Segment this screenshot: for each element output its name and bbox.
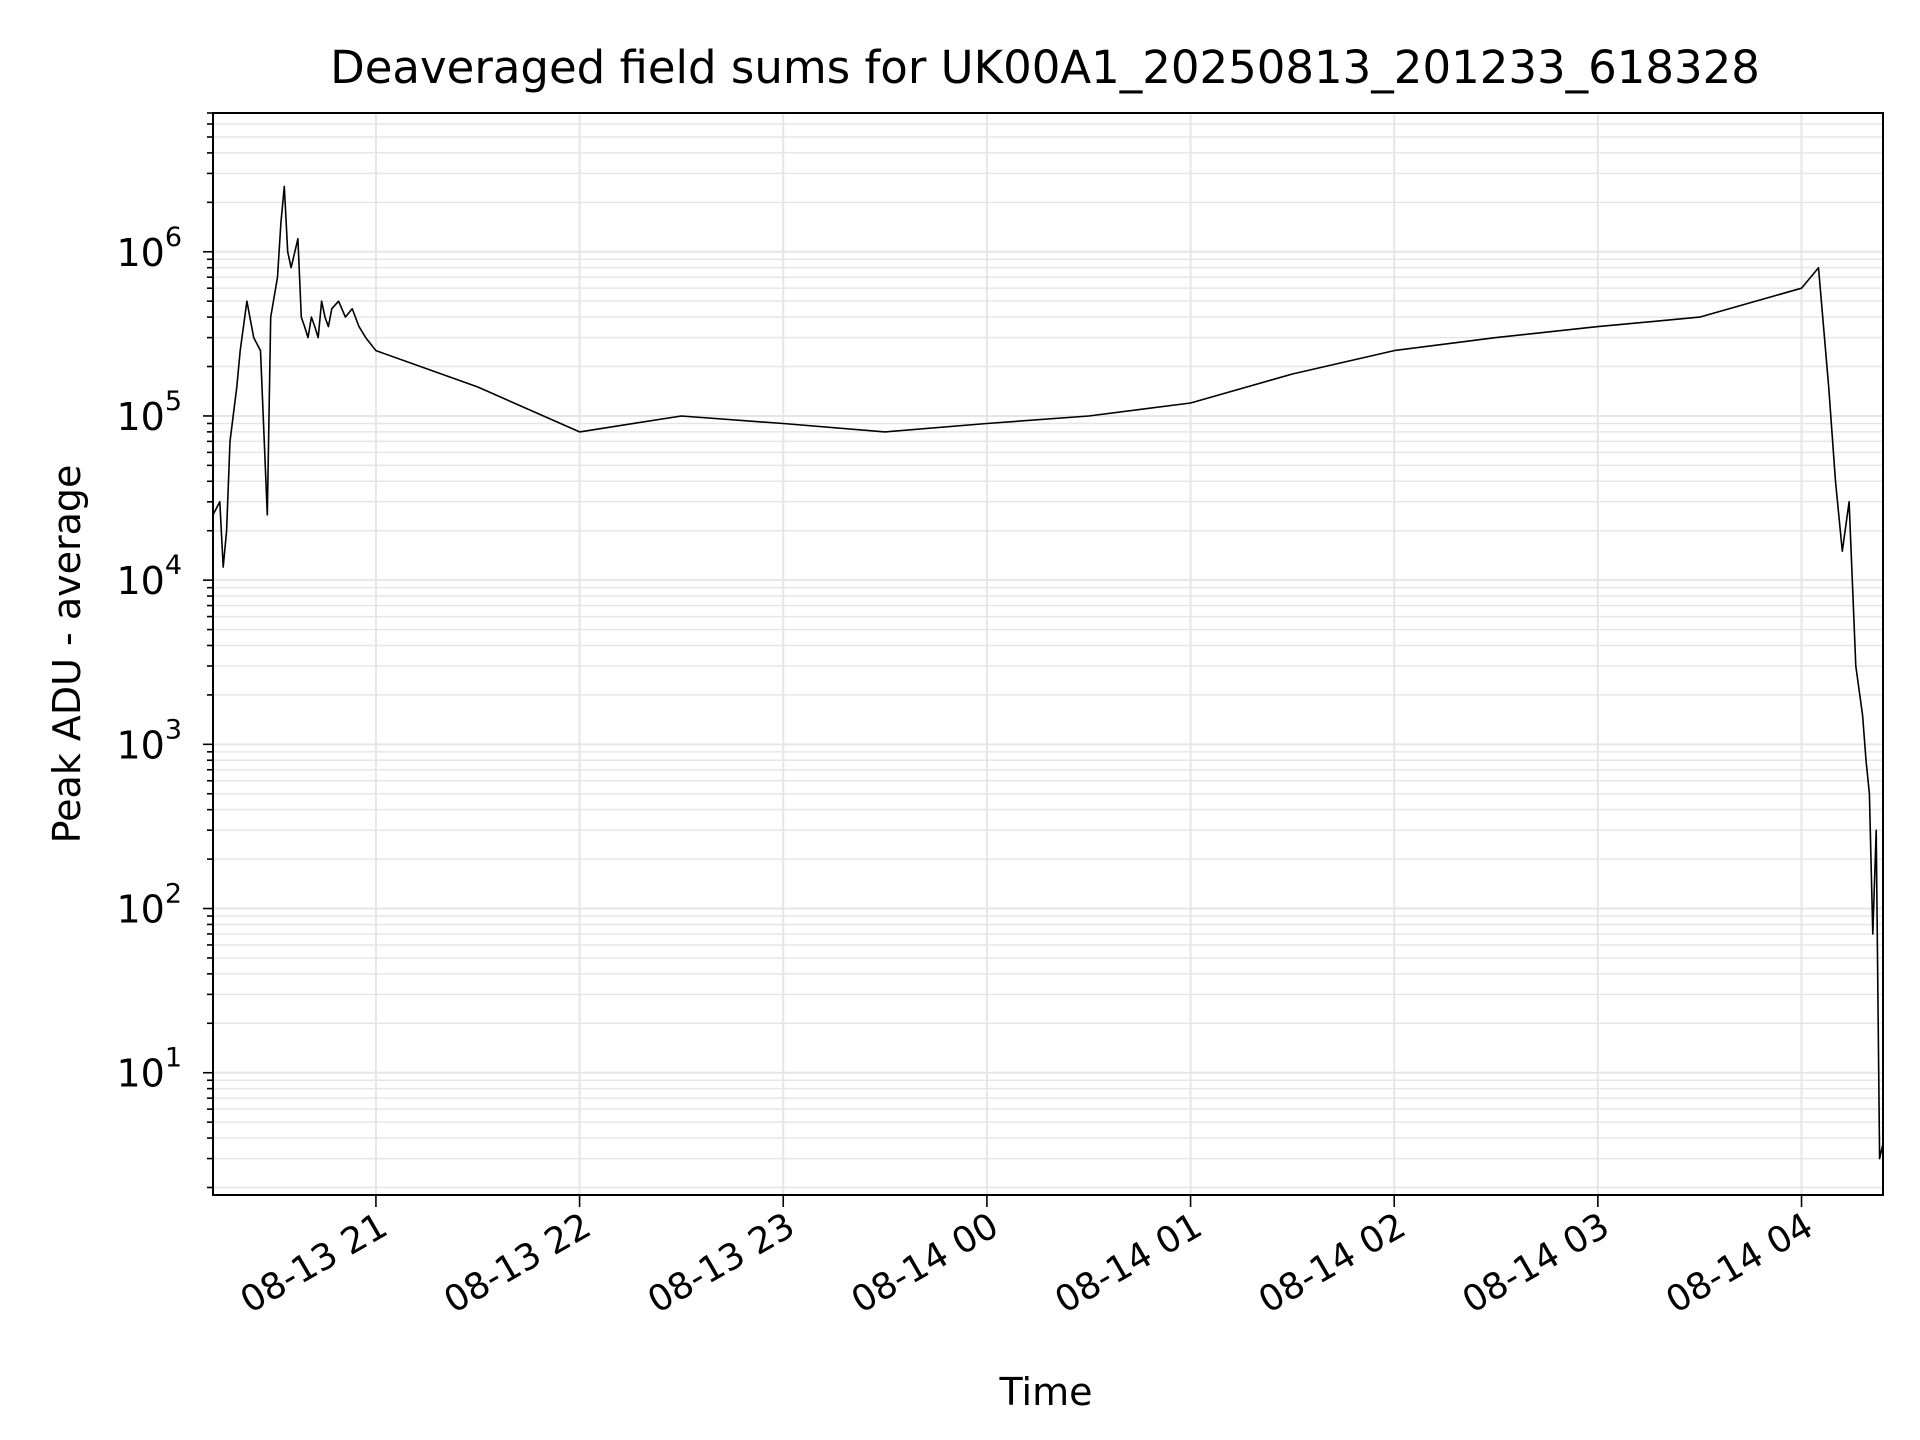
series-layer xyxy=(212,185,1884,1160)
y-axis: 101 102 103 104 105 106 xyxy=(116,112,213,1189)
series-line xyxy=(212,185,1884,1160)
y-tick-label: 101 xyxy=(116,1043,182,1096)
y-tick-label: 102 xyxy=(116,879,182,932)
y-axis-label: Peak ADU - average xyxy=(45,465,89,844)
y-tick-label: 105 xyxy=(116,386,182,439)
plot-frame xyxy=(212,112,1884,1196)
grid-lines xyxy=(213,112,1883,1195)
chart-title: Deaveraged field sums for UK00A1_2025081… xyxy=(330,41,1760,94)
x-axis-label: Time xyxy=(999,1370,1093,1414)
y-tick-label: 106 xyxy=(116,222,182,275)
y-tick-label: 103 xyxy=(116,714,182,767)
y-tick-label: 104 xyxy=(116,550,182,603)
